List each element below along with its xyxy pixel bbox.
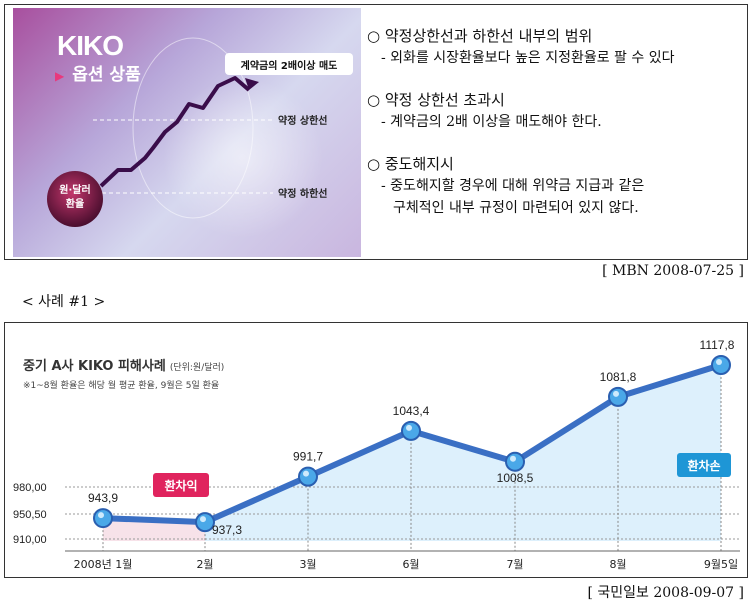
y-tick-label: 910,00 [13,534,47,546]
data-label: 991,7 [293,450,323,464]
kiko-promo-graphic: KIKO ▶ 옵션 상품 계약금의 2배이상 매도 약정 상한선 약정 하한선 원… [13,8,361,257]
rule-body: - 외화를 시장환율보다 높은 지정환율로 팔 수 있다 [381,50,675,66]
x-tick-label: 9월5일 [704,557,738,571]
rule-body: - 중도해지할 경우에 대해 위약금 지급과 같은 구체적인 내부 규정이 마련… [381,178,645,216]
x-tick-label: 2008년 1월 [74,558,133,571]
gain-badge [153,473,209,497]
data-point [608,386,628,407]
x-tick-label: 8월 [609,558,626,571]
case-label: < 사례 #1 > [22,294,106,310]
chart-title: 중기 A사 KIKO 피해사례 (단위:원/달러) [23,359,225,374]
rule-heading: ○ 중도해지시 [367,155,454,173]
data-point [505,451,525,472]
data-point [711,355,731,375]
data-point [298,466,318,487]
promo-arrow-graphic [47,37,323,238]
data-label: 1008,5 [497,471,534,485]
lower-limit-label: 약정 하한선 [278,189,328,200]
rule-heading: ○ 약정 상한선 초과시 [367,91,505,109]
data-point-highlight [716,359,722,365]
rule-body: - 계약금의 2배 이상을 매도해야 한다. [381,114,602,130]
y-tick-label: 950,50 [13,509,47,521]
data-label: 937,3 [212,523,242,537]
source-citation-mbn: [ MBN 2008-07-25 ] [602,263,744,279]
chart-note: ※1~8월 환율은 해당 월 평균 환율, 9월은 5일 환율 [23,381,220,391]
kiko-explainer-box: KIKO ▶ 옵션 상품 계약금의 2배이상 매도 약정 상한선 약정 하한선 원… [4,4,748,260]
data-point-highlight [303,470,309,477]
data-point-highlight [406,424,412,431]
loss-badge-label: 환차손 [687,458,720,473]
exchange-rate-badge: 원·달러 환율 [59,185,91,210]
x-tick-label: 6월 [402,558,419,571]
x-tick-label: 7월 [506,558,523,571]
kiko-brand-logo: KIKO [57,30,124,61]
gain-badge-label: 환차익 [164,478,197,493]
data-label: 1043,4 [393,404,430,418]
data-point-highlight [200,516,206,523]
kiko-rules-list: ○ 약정상한선과 하한선 내부의 범위 - 외화를 시장환율보다 높은 지정환율… [367,25,747,239]
x-tick-label: 2월 [196,558,213,571]
rule-heading: ○ 약정상한선과 하한선 내부의 범위 [367,27,593,45]
upper-limit-label: 약정 상한선 [278,116,328,127]
kiko-subtitle: ▶ 옵션 상품 [55,65,141,85]
data-label: 943,9 [88,491,118,505]
promo-callout-label: 계약금의 2배이상 매도 [225,53,353,75]
data-point [401,420,421,441]
source-citation-kukmin: [ 국민일보 2008-09-07 ] [587,585,744,601]
line-chart-svg: 910,00 950,50 980,00 2008년 1월 2월 3월 6월 7월 8월 9월5일… [13,338,740,571]
data-point [93,508,113,529]
kiko-damage-chart: 910,00 950,50 980,00 2008년 1월 2월 3월 6월 7월 8월 9월5일… [4,322,748,578]
data-label: 1117,8 [700,338,735,352]
loss-badge [677,453,731,477]
data-point-highlight [510,455,516,462]
x-tick-label: 3월 [299,558,316,571]
data-point-highlight [613,390,619,397]
data-label: 1081,8 [600,370,637,384]
triangle-right-icon: ▶ [55,69,65,83]
loss-area [205,365,721,541]
y-tick-label: 980,00 [13,482,47,494]
data-point-highlight [98,512,104,519]
